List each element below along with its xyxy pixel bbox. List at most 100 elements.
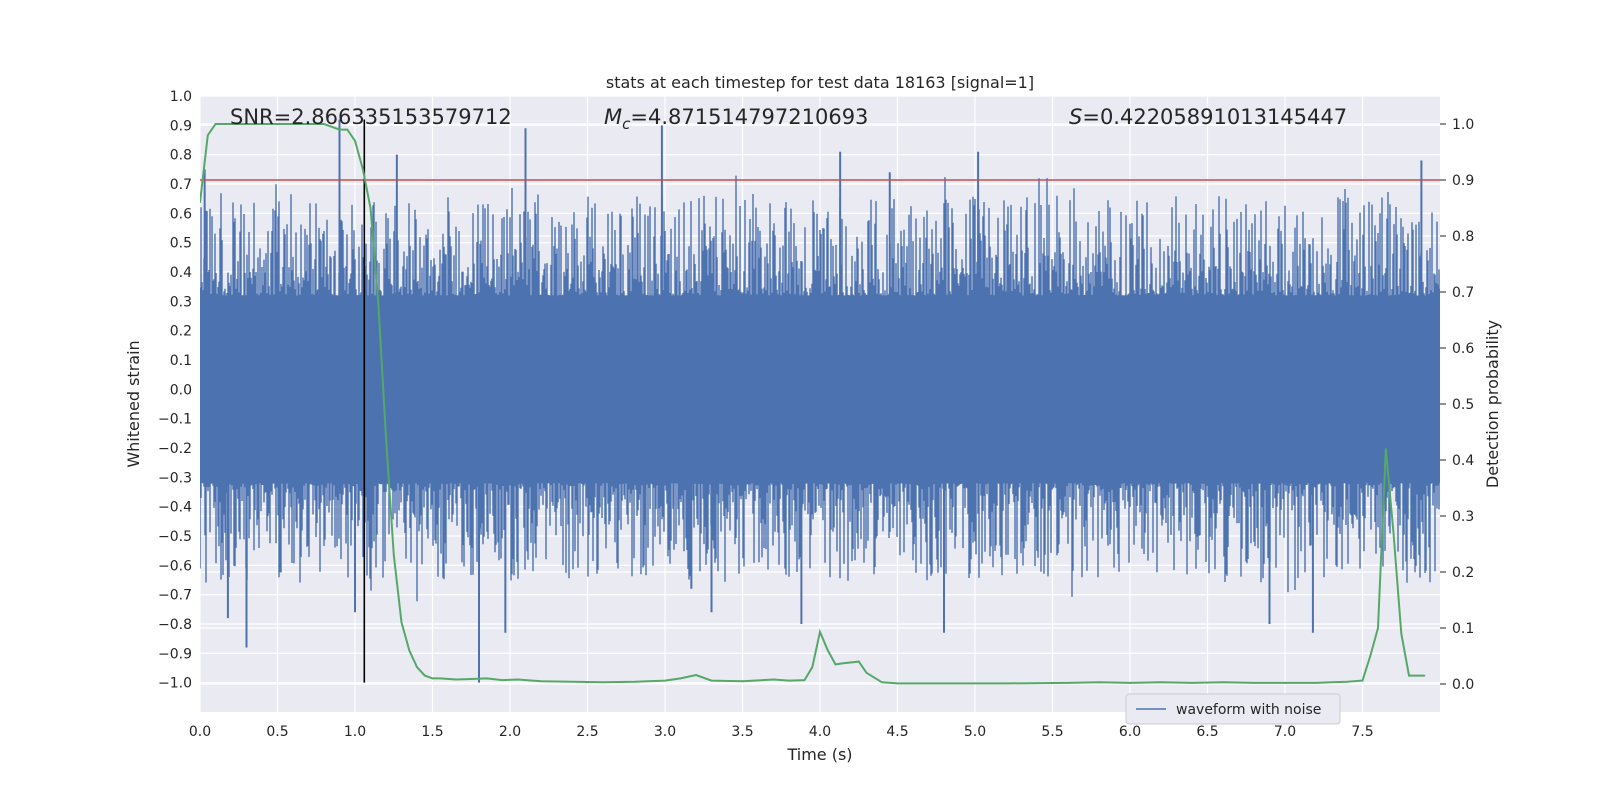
x-tick-label: 1.0 xyxy=(344,724,366,740)
y-tick-label: 0.4 xyxy=(170,265,192,281)
y2-tick-label: 0.2 xyxy=(1452,565,1474,581)
y2-tick-label: 0.1 xyxy=(1452,621,1474,637)
chirp-mass-symbol: M xyxy=(604,105,622,129)
probability-point xyxy=(571,681,573,683)
probability-point xyxy=(1160,681,1162,684)
probability-point xyxy=(416,666,418,668)
overlay-lines xyxy=(200,119,1440,685)
probability-point xyxy=(1408,674,1410,677)
y2-tick-label: 0.7 xyxy=(1452,285,1474,301)
y-tick-label: −0.9 xyxy=(158,646,192,662)
y2-tick-label: 0.4 xyxy=(1452,453,1474,469)
y-tick-label: −0.7 xyxy=(158,588,192,604)
probability-point xyxy=(772,678,775,681)
probability-point xyxy=(393,554,395,556)
y2-tick-label: 0.9 xyxy=(1452,173,1474,189)
probability-point xyxy=(819,631,821,633)
probability-point xyxy=(230,123,232,125)
y-tick-label: 0.5 xyxy=(170,236,192,252)
y-axis-label: Whitened strain xyxy=(124,340,143,467)
probability-point xyxy=(1392,532,1395,534)
x-tick-label: 0.0 xyxy=(189,724,211,740)
probability-point xyxy=(1005,682,1007,685)
probability-point xyxy=(811,666,814,668)
x-ticks: 0.0 0.5 1.0 1.5 2.0 2.5 3.0 3.5 4.0 4.5 5.0 5.5 6.0 6… xyxy=(189,724,1374,740)
probability-point xyxy=(408,649,411,652)
probability-point xyxy=(1253,682,1255,684)
x-tick-label: 5.0 xyxy=(964,724,986,740)
y-tick-label: 0.7 xyxy=(170,177,192,193)
probability-point xyxy=(1361,679,1364,682)
probability-point xyxy=(354,140,356,142)
y-tick-label: −0.5 xyxy=(158,529,192,545)
probability-point xyxy=(602,681,604,684)
legend: waveform with noise xyxy=(1125,693,1341,725)
x-tick-label: 7.0 xyxy=(1274,724,1296,740)
y-tick-label: 1.0 xyxy=(170,89,192,105)
probability-point xyxy=(369,207,372,209)
probability-point xyxy=(842,662,845,665)
y-tick-label: 0.9 xyxy=(170,118,192,134)
y-tick-label: −0.4 xyxy=(158,500,192,516)
probability-point xyxy=(486,677,488,680)
probability-point xyxy=(1284,682,1286,684)
probability-point xyxy=(1098,681,1100,684)
probability-point xyxy=(834,663,837,666)
y2-tick-label: 1.0 xyxy=(1452,117,1474,133)
y-tick-label: −1.0 xyxy=(158,676,192,692)
probability-point xyxy=(470,678,473,680)
probability-point xyxy=(1377,627,1379,629)
s-annotation: S=0.42205891013145447 xyxy=(1069,105,1347,129)
probability-point xyxy=(400,621,403,624)
probability-point xyxy=(858,660,860,663)
y2-tick-label: 0.0 xyxy=(1452,677,1474,693)
probability-point xyxy=(788,679,790,682)
y-tick-label: −0.3 xyxy=(158,470,192,486)
x-tick-label: 3.0 xyxy=(654,724,676,740)
probability-point xyxy=(431,677,434,680)
y-tick-label: −0.6 xyxy=(158,558,192,574)
probability-point xyxy=(881,681,883,684)
legend-box xyxy=(1125,693,1341,725)
probability-point xyxy=(1400,632,1403,635)
probability-point xyxy=(338,128,341,131)
probability-point xyxy=(741,680,744,682)
waveform-noise-band xyxy=(200,175,1440,602)
y-tick-label: 0.1 xyxy=(170,353,192,369)
x-tick-label: 7.5 xyxy=(1351,724,1373,740)
chirp-mass-subscript: c xyxy=(622,115,631,133)
probability-point xyxy=(1222,681,1224,684)
y-tick-label: 0.3 xyxy=(170,294,192,310)
probability-point xyxy=(276,123,279,125)
snr-annotation: SNR=2.866335153579712 xyxy=(230,105,512,129)
probability-point xyxy=(377,302,380,305)
left-y-ticks: 1.0 0.9 0.8 0.7 0.6 0.5 0.4 0.3 0.2 0.1 0.0 −0.1 −0.… xyxy=(158,89,192,692)
probability-point xyxy=(1423,674,1426,677)
y2-axis-label: Detection probability xyxy=(1483,320,1502,488)
probability-point xyxy=(1385,448,1387,450)
s-symbol: S xyxy=(1069,105,1082,129)
probability-point xyxy=(1330,681,1333,684)
probability-point xyxy=(517,678,519,681)
probability-point xyxy=(1129,682,1131,684)
x-tick-label: 3.5 xyxy=(731,724,753,740)
probability-point xyxy=(214,123,217,125)
probability-point xyxy=(346,128,349,131)
waveform-series xyxy=(200,119,1440,683)
y-tick-label: −0.1 xyxy=(158,412,192,428)
probability-point xyxy=(501,679,504,681)
right-y-ticks: 1.0 0.9 0.8 0.7 0.6 0.5 0.4 0.3 0.2 0.1 0.0 xyxy=(1440,117,1474,693)
y-tick-label: 0.8 xyxy=(170,148,192,164)
y2-tick-label: 0.3 xyxy=(1452,509,1474,525)
x-tick-label: 4.0 xyxy=(809,724,831,740)
probability-point xyxy=(695,674,697,676)
x-tick-label: 2.0 xyxy=(499,724,521,740)
probability-point xyxy=(385,436,387,439)
s-value: =0.42205891013145447 xyxy=(1082,105,1347,129)
chart-title: stats at each timestep for test data 181… xyxy=(606,73,1034,92)
probability-point xyxy=(865,672,868,674)
probability-point xyxy=(803,679,806,681)
probability-point xyxy=(1191,682,1193,684)
y2-tick-label: 0.8 xyxy=(1452,229,1474,245)
probability-point xyxy=(827,649,829,652)
